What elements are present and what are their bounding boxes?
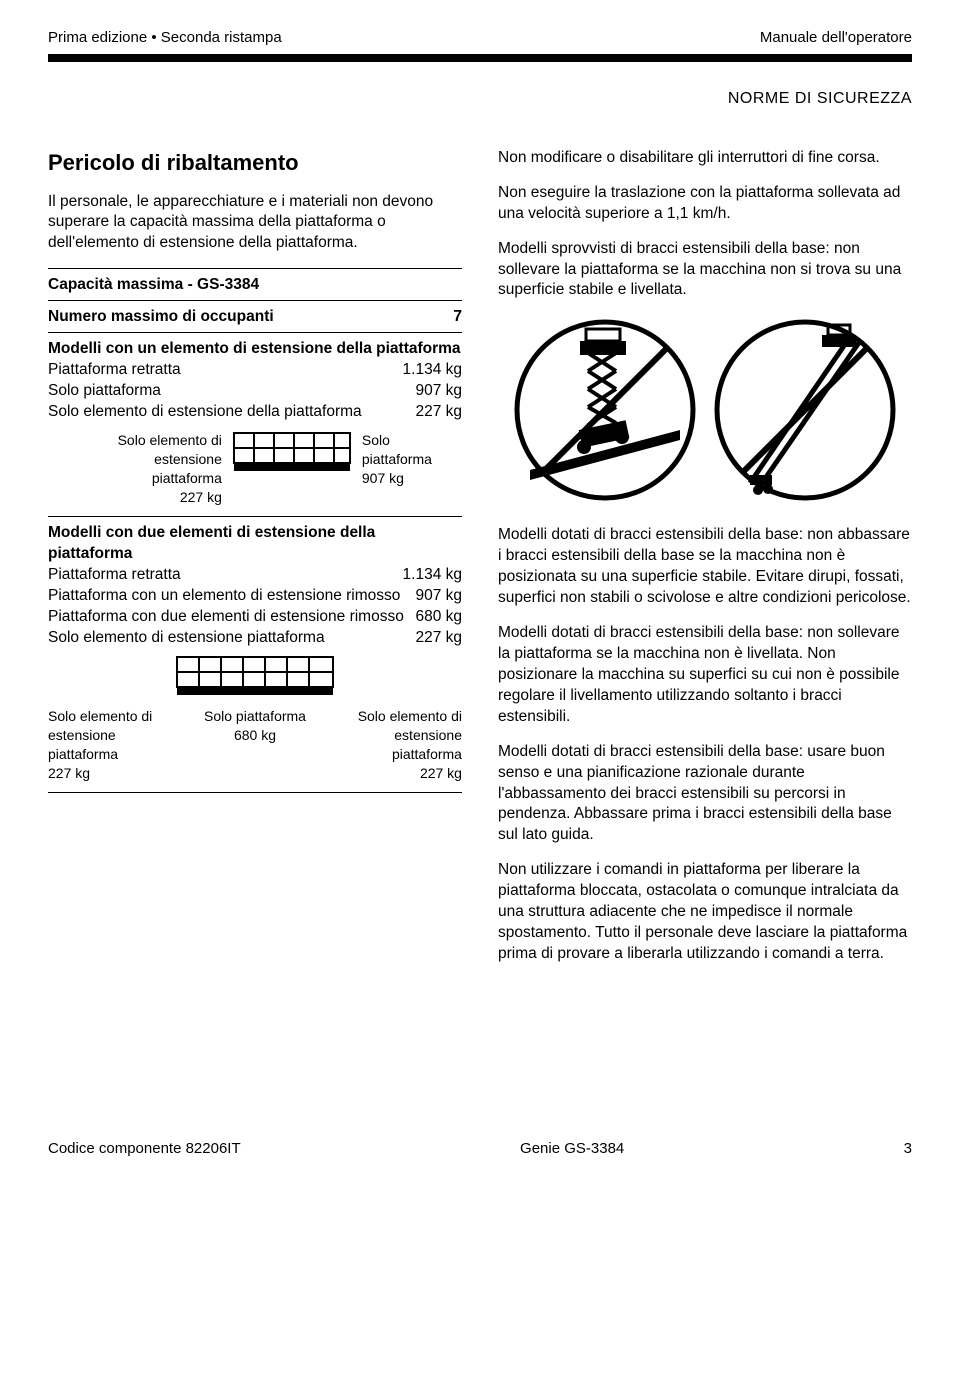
rpara-1: Non modificare o disabilitare gli interr…	[498, 148, 912, 169]
model2-title: Modelli con due elementi di estensione d…	[48, 523, 462, 565]
spec-row: Piattaforma retratta1.134 kg	[48, 360, 462, 381]
right-column: Non modificare o disabilitare gli interr…	[498, 148, 912, 979]
header-left: Prima edizione • Seconda ristampa	[48, 28, 282, 48]
spec-row: Piattaforma con un elemento di estension…	[48, 586, 462, 607]
spec-row: Solo elemento di estensione della piatta…	[48, 402, 462, 423]
spec-value: 1.134 kg	[403, 565, 462, 586]
model1-title: Modelli con un elemento di estensione de…	[48, 339, 462, 360]
occupants-value: 7	[453, 307, 462, 328]
spec-value: 907 kg	[415, 586, 462, 607]
footer-center: Genie GS-3384	[520, 1139, 624, 1159]
footer-row: Codice componente 82206IT Genie GS-3384 …	[48, 1139, 912, 1159]
rpara-5: Modelli dotati di bracci estensibili del…	[498, 623, 912, 728]
rpara-7: Non utilizzare i comandi in piattaforma …	[498, 860, 912, 965]
spec-label: Piattaforma retratta	[48, 360, 403, 381]
spec-label: Solo elemento di estensione piattaforma	[48, 628, 415, 649]
spec-value: 227 kg	[415, 402, 462, 423]
diagram2-left-label: Solo elemento di estensione piattaforma …	[48, 707, 179, 783]
diagram2-svg-wrap	[48, 655, 462, 699]
heading-pericolo: Pericolo di ribaltamento	[48, 148, 462, 178]
spec-row: Piattaforma con due elementi di estensio…	[48, 607, 462, 628]
diagram-2-labels: Solo elemento di estensione piattaforma …	[48, 707, 462, 783]
rpara-3: Modelli sprovvisti di bracci estensibili…	[498, 239, 912, 302]
header-right: Manuale dell'operatore	[760, 28, 912, 48]
spec-label: Solo piattaforma	[48, 381, 415, 402]
diagram1-right-label: Solo piattaforma 907 kg	[362, 431, 462, 488]
rpara-2: Non eseguire la traslazione con la piatt…	[498, 183, 912, 225]
left-column: Pericolo di ribaltamento Il personale, l…	[48, 148, 462, 979]
spec-label: Piattaforma con un elemento di estension…	[48, 586, 415, 607]
diagram2-mid-label: Solo piattaforma 680 kg	[189, 707, 320, 745]
spec-value: 907 kg	[415, 381, 462, 402]
spec-label: Piattaforma con due elementi di estensio…	[48, 607, 415, 628]
no-use-on-slope-icon	[510, 315, 700, 505]
rpara-6: Modelli dotati di bracci estensibili del…	[498, 742, 912, 847]
footer-left: Codice componente 82206IT	[48, 1139, 241, 1159]
header-row: Prima edizione • Seconda ristampa Manual…	[48, 28, 912, 48]
spec-value: 680 kg	[415, 607, 462, 628]
capacity-title: Capacità massima - GS-3384	[48, 275, 462, 296]
diagram-1: Solo elemento di estensione piattaforma …	[48, 431, 462, 507]
header-rule	[48, 54, 912, 62]
spec-row: Piattaforma retratta1.134 kg	[48, 565, 462, 586]
platform-single-ext-icon	[232, 431, 352, 475]
prohibition-icons	[498, 315, 912, 505]
spec-label: Solo elemento di estensione della piatta…	[48, 402, 415, 423]
section-title: NORME DI SICUREZZA	[48, 88, 912, 110]
rule	[48, 300, 462, 301]
two-column-layout: Pericolo di ribaltamento Il personale, l…	[48, 148, 912, 979]
spec-value: 227 kg	[415, 628, 462, 649]
platform-double-ext-icon	[175, 655, 335, 699]
diagram1-svg-wrap	[232, 431, 352, 475]
model1-block: Modelli con un elemento di estensione de…	[48, 339, 462, 423]
diagram1-left-label: Solo elemento di estensione piattaforma …	[48, 431, 222, 507]
diagram2-right-label: Solo elemento di estensione piattaforma …	[331, 707, 462, 783]
rule	[48, 332, 462, 333]
footer-right: 3	[904, 1139, 912, 1159]
rule	[48, 516, 462, 517]
occupants-row: Numero massimo di occupanti 7	[48, 307, 462, 328]
model2-block: Modelli con due elementi di estensione d…	[48, 523, 462, 649]
spec-row: Solo elemento di estensione piattaforma2…	[48, 628, 462, 649]
spec-label: Piattaforma retratta	[48, 565, 403, 586]
spec-row: Solo piattaforma907 kg	[48, 381, 462, 402]
rule	[48, 792, 462, 793]
rule	[48, 268, 462, 269]
rpara-4: Modelli dotati di bracci estensibili del…	[498, 525, 912, 609]
intro-para: Il personale, le apparecchiature e i mat…	[48, 192, 462, 255]
spec-value: 1.134 kg	[403, 360, 462, 381]
occupants-label: Numero massimo di occupanti	[48, 307, 274, 328]
no-outrigger-on-slope-icon	[710, 315, 900, 505]
